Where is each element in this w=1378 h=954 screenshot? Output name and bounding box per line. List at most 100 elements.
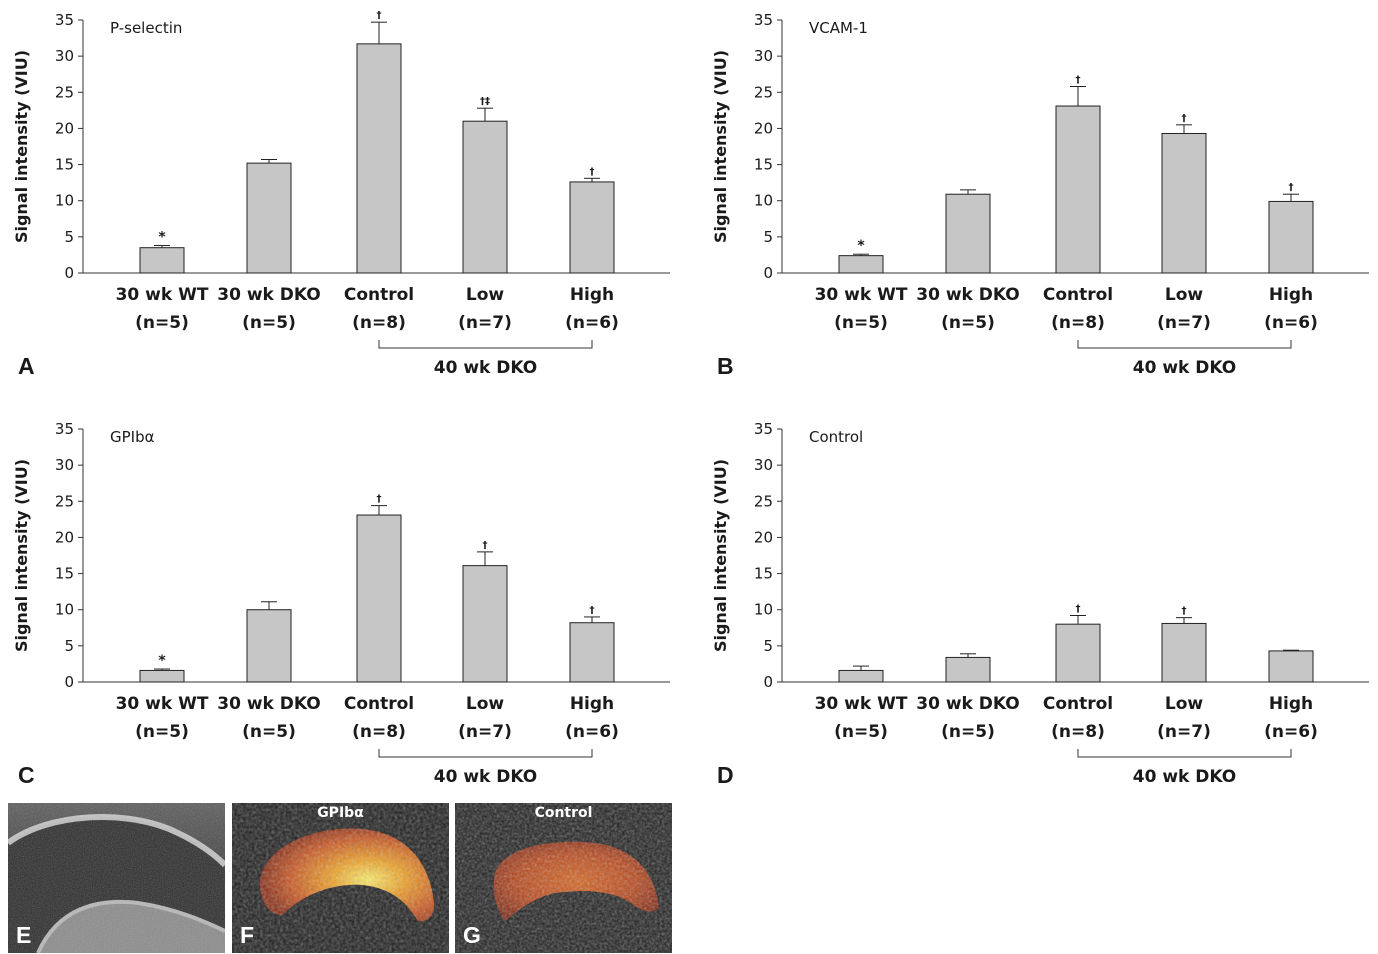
image-title: Control: [534, 805, 593, 821]
y-tick-label: 15: [55, 156, 74, 174]
significance-marker: †: [377, 494, 382, 505]
bar: [1268, 650, 1314, 683]
x-category-label: Control: [1043, 694, 1113, 714]
bar: [1268, 200, 1314, 274]
y-axis-label: Signal intensity (VIU): [12, 459, 31, 652]
bar: [139, 247, 185, 274]
significance-marker: *: [158, 230, 166, 246]
bar: [139, 669, 185, 683]
bar-chart: 0 5 10 15 20 25 30 35 Signal intensity (VIU) P-se…: [12, 10, 670, 379]
x-category-count: (n=8): [1051, 722, 1105, 742]
group-bracket: [378, 749, 593, 758]
bar: [356, 514, 402, 683]
significance-marker: †: [483, 540, 488, 551]
x-category-count: (n=5): [834, 722, 888, 742]
y-tick-label: 0: [64, 673, 74, 691]
x-category-count: (n=7): [458, 313, 512, 333]
panel-letter: A: [18, 353, 35, 379]
bar: [569, 622, 615, 683]
significance-marker: *: [857, 238, 865, 254]
bar: [1161, 622, 1207, 683]
chart-title: P-selectin: [110, 19, 182, 37]
group-label: 40 wk DKO: [1133, 767, 1236, 787]
group-label: 40 wk DKO: [1133, 358, 1236, 378]
y-tick-label: 10: [55, 601, 74, 619]
significance-marker: †: [1289, 182, 1294, 193]
bar: [462, 565, 508, 683]
x-category-label: High: [570, 694, 614, 714]
x-category-label: 30 wk WT: [815, 285, 908, 305]
contrast-image-dim: [455, 803, 672, 953]
bar: [462, 120, 508, 274]
x-category-count: (n=7): [1157, 313, 1211, 333]
image-panel-g: Control G: [455, 803, 672, 953]
bar: [246, 162, 292, 274]
x-category-count: (n=6): [1264, 722, 1318, 742]
x-category-count: (n=5): [135, 313, 189, 333]
bar: [945, 656, 991, 683]
significance-marker: †: [590, 605, 595, 616]
x-category-count: (n=5): [135, 722, 189, 742]
y-tick-label: 20: [754, 119, 773, 137]
y-tick-label: 25: [754, 83, 773, 101]
y-tick-label: 35: [754, 420, 773, 438]
significance-marker: *: [158, 653, 166, 669]
y-tick-label: 30: [754, 47, 773, 65]
y-tick-label: 5: [64, 637, 74, 655]
panel-letter: F: [240, 922, 255, 948]
x-category-count: (n=5): [242, 313, 296, 333]
group-label: 40 wk DKO: [434, 358, 537, 378]
x-category-count: (n=6): [1264, 313, 1318, 333]
x-category-label: Low: [1165, 694, 1204, 714]
y-tick-label: 15: [754, 565, 773, 583]
x-category-label: 30 wk WT: [116, 285, 209, 305]
y-tick-label: 5: [763, 637, 773, 655]
bar: [1055, 105, 1101, 274]
x-category-label: Control: [1043, 285, 1113, 305]
x-category-label: 30 wk DKO: [916, 694, 1019, 714]
chart-panel-b: 0 5 10 15 20 25 30 35 Signal intensity (VIU) VCAM…: [699, 0, 1378, 400]
y-tick-label: 0: [763, 673, 773, 691]
bar: [1055, 623, 1101, 683]
panel-letter: D: [717, 762, 734, 788]
contrast-image-bright: [232, 803, 449, 953]
group-label: 40 wk DKO: [434, 767, 537, 787]
y-tick-label: 10: [754, 192, 773, 210]
bar: [838, 669, 884, 683]
x-category-count: (n=5): [242, 722, 296, 742]
image-title: GPIbα: [317, 805, 364, 821]
significance-marker: †: [377, 10, 382, 21]
y-tick-label: 35: [55, 420, 74, 438]
y-axis-label: Signal intensity (VIU): [711, 459, 730, 652]
bar: [1161, 132, 1207, 274]
significance-marker: †: [1076, 603, 1081, 614]
chart-title: VCAM-1: [809, 19, 868, 37]
x-category-count: (n=6): [565, 722, 619, 742]
x-category-count: (n=8): [352, 722, 406, 742]
y-tick-label: 25: [55, 83, 74, 101]
x-category-label: 30 wk WT: [116, 694, 209, 714]
y-tick-label: 35: [754, 11, 773, 29]
chart-title: Control: [809, 428, 863, 446]
chart-panel-a: 0 5 10 15 20 25 30 35 Signal intensity (VIU) P-se…: [0, 0, 690, 400]
panel-letter: E: [16, 922, 32, 948]
group-bracket: [378, 340, 593, 349]
bar-chart: 0 5 10 15 20 25 30 35 Signal intensity (VIU) Cont…: [711, 420, 1369, 788]
x-category-count: (n=6): [565, 313, 619, 333]
x-category-label: 30 wk DKO: [217, 285, 320, 305]
y-tick-label: 0: [64, 264, 74, 282]
y-tick-label: 15: [754, 156, 773, 174]
x-category-label: Control: [344, 285, 414, 305]
y-tick-label: 30: [55, 456, 74, 474]
x-category-label: Low: [466, 694, 505, 714]
y-tick-label: 5: [763, 228, 773, 246]
x-category-label: Control: [344, 694, 414, 714]
bar: [356, 43, 402, 274]
panel-letter: G: [463, 922, 481, 948]
group-bracket: [1077, 749, 1292, 758]
x-category-label: High: [1269, 694, 1313, 714]
x-category-label: High: [570, 285, 614, 305]
panel-letter: B: [717, 353, 734, 379]
x-category-count: (n=5): [941, 722, 995, 742]
y-tick-label: 5: [64, 228, 74, 246]
